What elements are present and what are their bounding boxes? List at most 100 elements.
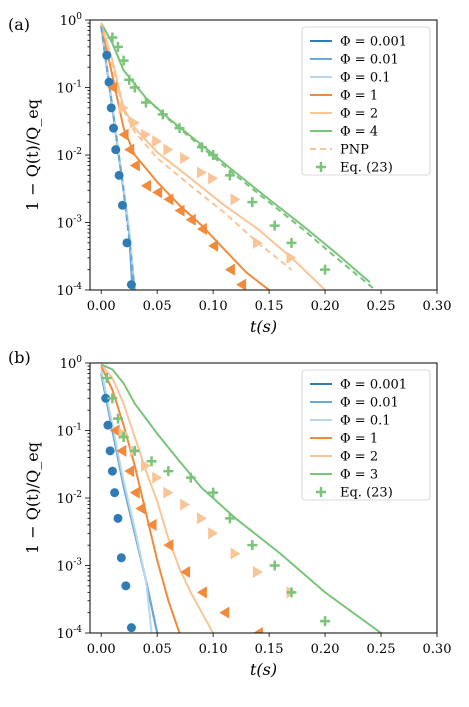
data-point-triangle-right-4 (163, 486, 174, 499)
y-tick-label: 10-1 (57, 423, 82, 440)
data-point-plus-10 (247, 540, 258, 551)
data-point-circle-6 (116, 553, 126, 563)
legend-entry-5: Φ = 3 (310, 468, 378, 483)
data-point-plus-4 (129, 445, 140, 456)
data-point-circle-5 (114, 170, 124, 180)
legend-entry-4: Φ = 2 (310, 107, 378, 122)
legend-label: Φ = 2 (340, 107, 378, 122)
data-point-circle-0 (101, 393, 111, 403)
data-point-circle-3 (107, 466, 117, 476)
y-tick-label: 100 (60, 12, 83, 29)
data-point-plus-3 (124, 74, 135, 85)
data-point-plus-4 (129, 82, 140, 93)
legend-entry-1: Φ = 0.01 (310, 396, 399, 411)
x-tick-label: 0.10 (199, 642, 228, 657)
data-point-plus-6 (157, 109, 168, 120)
data-point-plus-12 (269, 220, 280, 231)
data-point-plus-13 (286, 237, 297, 248)
legend-label: Φ = 1 (340, 89, 378, 104)
data-point-triangle-right-9 (252, 236, 263, 249)
legend-label: Φ = 0.001 (340, 35, 407, 50)
data-point-triangle-left-2 (124, 465, 135, 478)
data-point-triangle-right-3 (152, 135, 163, 148)
legend-box (301, 369, 431, 501)
data-point-triangle-right-2 (140, 128, 151, 141)
legend-label: Φ = 1 (340, 432, 378, 447)
data-point-plus-8 (208, 487, 219, 498)
legend-entry-7: Eq. (23) (316, 161, 393, 176)
y-axis-label: 1 − Q(t)/Q_eq (23, 442, 42, 554)
y-tick-label: 10-4 (57, 282, 83, 299)
x-tick-label: 0.00 (87, 642, 116, 657)
data-point-triangle-right-9 (252, 566, 263, 579)
data-point-circle-7 (122, 238, 132, 248)
legend-label: Φ = 0.001 (340, 378, 407, 393)
chart-panel-a: (a) 0.00 0.05 0.10 0.15 0.20 0.25 0.30 10-4 10-3 1… (8, 12, 451, 336)
data-point-plus-13 (320, 616, 331, 627)
data-point-triangle-left-4 (135, 502, 146, 515)
x-tick-label: 0.25 (367, 642, 396, 657)
legend-entry-5: Φ = 4 (310, 125, 378, 140)
legend-label: Φ = 3 (340, 468, 378, 483)
x-tick-label: 0.20 (311, 299, 340, 314)
legend-entry-0: Φ = 0.001 (310, 378, 407, 393)
data-point-plus-11 (247, 197, 258, 208)
series-line-7 (145, 97, 377, 290)
data-point-triangle-left-11 (224, 263, 235, 276)
data-point-triangle-left-0 (107, 81, 118, 94)
data-point-triangle-left-1 (116, 444, 127, 457)
x-tick-label: 0.10 (199, 299, 228, 314)
data-point-circle-8 (126, 280, 136, 290)
data-point-plus-1 (112, 41, 123, 52)
legend-marker (316, 162, 326, 172)
y-axis-label: 1 − Q(t)/Q_eq (23, 99, 42, 211)
series-line-1 (100, 26, 134, 290)
x-tick-label: 0.05 (143, 642, 172, 657)
data-point-circle-2 (106, 103, 116, 113)
data-point-circle-4 (110, 488, 120, 498)
data-point-circle-4 (111, 145, 121, 155)
x-tick-label: 0.05 (143, 299, 172, 314)
y-tick-label: 10-4 (57, 625, 83, 642)
data-point-triangle-right-6 (196, 166, 207, 179)
legend-label: Φ = 0.01 (340, 53, 399, 68)
x-tick-label: 0.30 (423, 299, 452, 314)
data-point-plus-1 (107, 393, 118, 404)
x-tick-label: 0.15 (255, 299, 284, 314)
data-point-circle-1 (104, 77, 114, 87)
data-point-plus-5 (140, 97, 151, 108)
data-point-plus-8 (196, 142, 207, 153)
legend-entry-2: Φ = 0.1 (310, 71, 391, 86)
x-tick-label: 0.20 (311, 642, 340, 657)
data-point-triangle-left-6 (163, 193, 174, 206)
x-axis-label: t(s) (250, 660, 277, 679)
data-point-plus-0 (101, 372, 112, 383)
data-point-triangle-right-4 (163, 143, 174, 156)
data-point-triangle-left-4 (140, 179, 151, 192)
y-tick-label: 10-2 (57, 490, 82, 507)
data-point-plus-7 (174, 123, 185, 134)
data-point-triangle-left-1 (118, 128, 129, 141)
plot-area (100, 363, 382, 633)
y-tick-label: 10-1 (57, 80, 82, 97)
data-point-triangle-left-8 (196, 586, 207, 599)
data-point-triangle-right-8 (230, 193, 241, 206)
data-point-triangle-right-6 (196, 512, 207, 525)
data-point-triangle-left-12 (236, 278, 247, 290)
legend-entry-6: PNP (310, 143, 369, 158)
data-point-circle-8 (126, 623, 136, 633)
data-point-triangle-right-1 (129, 116, 140, 129)
data-point-triangle-left-3 (129, 159, 140, 172)
data-point-circle-5 (113, 513, 123, 523)
panel-label: (b) (8, 348, 31, 367)
data-point-triangle-left-6 (163, 539, 174, 552)
data-point-triangle-right-0 (118, 101, 129, 114)
data-point-triangle-right-2 (140, 459, 151, 472)
x-tick-label: 0.25 (367, 299, 396, 314)
legend-entry-3: Φ = 1 (310, 432, 378, 447)
series-line-3 (100, 365, 181, 633)
data-point-plus-0 (107, 32, 118, 43)
legend-label: Φ = 0.01 (340, 396, 399, 411)
data-point-plus-6 (163, 466, 174, 477)
data-point-triangle-right-5 (180, 152, 191, 165)
